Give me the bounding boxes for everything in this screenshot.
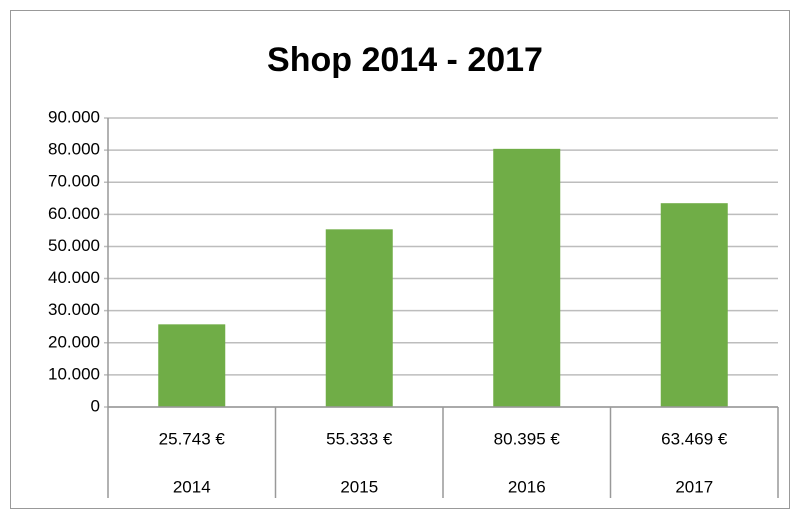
bar	[493, 148, 561, 408]
y-tick-label: 10.000	[48, 364, 100, 383]
y-tick-label: 40.000	[48, 268, 100, 287]
y-tick-label: 30.000	[48, 300, 100, 319]
x-tick-label: 2014	[173, 477, 211, 496]
chart-border	[10, 10, 790, 509]
chart-title: Shop 2014 - 2017	[267, 41, 543, 79]
y-tick-label: 90.000	[48, 107, 100, 126]
y-tick-label: 50.000	[48, 236, 100, 255]
data-label: 80.395 €	[494, 429, 561, 448]
y-tick-label: 80.000	[48, 140, 100, 159]
data-label: 55.333 €	[326, 429, 393, 448]
x-tick-label: 2016	[508, 477, 546, 496]
y-tick-label: 70.000	[48, 172, 100, 191]
x-tick-label: 2015	[340, 477, 378, 496]
bar	[660, 203, 728, 407]
data-label: 25.743 €	[159, 429, 226, 448]
y-tick-label: 0	[91, 396, 100, 415]
bar	[325, 229, 393, 407]
bar	[158, 324, 226, 407]
y-tick-label: 60.000	[48, 204, 100, 223]
data-label: 63.469 €	[661, 429, 728, 448]
x-tick-label: 2017	[675, 477, 713, 496]
y-tick-label: 20.000	[48, 332, 100, 351]
